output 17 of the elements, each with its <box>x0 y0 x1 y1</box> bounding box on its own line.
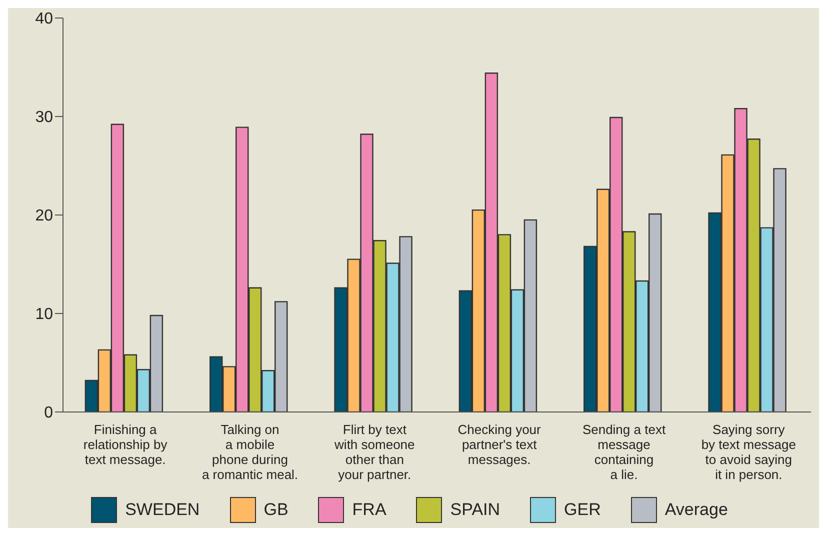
legend-label: FRA <box>352 500 386 520</box>
legend-label: GER <box>564 500 601 520</box>
legend-label: SWEDEN <box>125 500 200 520</box>
legend-label: GB <box>264 500 288 520</box>
x-tick-label: Saying sorry by text message to avoid saying it in person. <box>701 422 796 482</box>
y-tick-label: 10 <box>35 306 54 324</box>
x-tick-label: Sending a text message containing a lie. <box>582 422 666 482</box>
y-tick-label: 30 <box>35 109 54 126</box>
x-tick-label: Checking your partner's text messages. <box>458 422 542 467</box>
y-tick-label: 40 <box>35 10 54 28</box>
x-tick-label: Flirt by text with someone other than your partner. <box>334 422 415 482</box>
y-tick-label: 20 <box>35 208 54 225</box>
x-tick-label: Finishing a relationship by text message. <box>83 422 168 467</box>
x-tick-label: Talking on a mobile phone during a romantic meal. <box>202 422 298 482</box>
legend-label: Average <box>664 500 728 520</box>
y-tick-label: 0 <box>44 404 54 422</box>
legend-label: SPAIN <box>450 500 500 520</box>
